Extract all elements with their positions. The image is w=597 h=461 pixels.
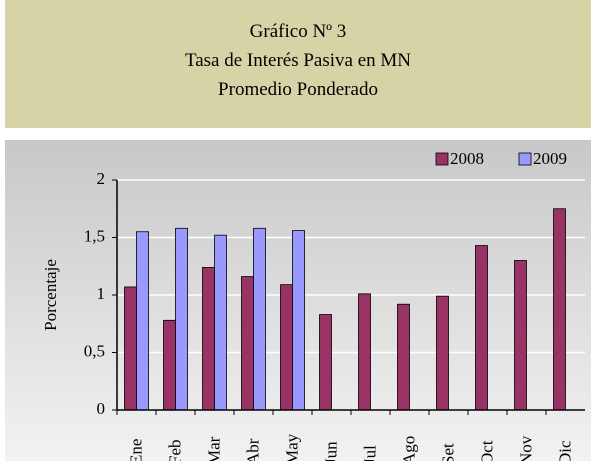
x-tick-label: Ago (399, 436, 418, 461)
bar (241, 276, 254, 411)
bar (553, 208, 566, 411)
x-tick-label: Dic (555, 440, 574, 461)
bar (202, 266, 215, 411)
bar (280, 284, 293, 411)
header-line: Promedio Ponderado (218, 79, 378, 100)
bar (253, 227, 266, 411)
header-line: Tasa de Interés Pasiva en MN (184, 50, 412, 71)
y-tick-label: 1,5 (84, 226, 105, 245)
y-tick-label: 1 (97, 284, 106, 303)
x-tick-label: Oct (477, 440, 496, 461)
bar (292, 230, 305, 411)
legend-swatch (435, 152, 449, 166)
bar (163, 319, 176, 411)
bar (214, 234, 227, 411)
x-tick-label: Nov (516, 435, 535, 461)
y-tick-label: 0,5 (84, 341, 105, 360)
x-tick-label: Mar (204, 436, 223, 461)
bar (397, 303, 410, 411)
y-tick-label: 0 (97, 399, 106, 418)
x-tick-label: Set (438, 443, 457, 461)
bar (475, 245, 488, 411)
bar (358, 293, 371, 411)
x-tick-label: Jul (360, 445, 379, 461)
header: Gráfico Nº 3 Tasa de Interés Pasiva en M… (5, 0, 591, 128)
x-tick-label: Ene (126, 439, 145, 461)
bar (124, 286, 137, 411)
bar (136, 231, 149, 411)
bar (319, 314, 332, 411)
legend-label: 2009 (533, 149, 567, 168)
y-axis-label: Porcentaje (41, 259, 60, 331)
x-tick-label: May (282, 433, 301, 461)
y-tick-label: 2 (97, 169, 106, 188)
bar (175, 227, 188, 411)
header-line: Gráfico Nº 3 (249, 21, 347, 42)
bar (514, 260, 527, 411)
legend-label: 2008 (450, 149, 484, 168)
x-tick-label: Abr (243, 438, 262, 461)
x-tick-label: Jun (321, 441, 340, 461)
legend-swatch (518, 152, 532, 166)
bar (436, 295, 449, 411)
x-tick-label: Feb (165, 440, 184, 461)
